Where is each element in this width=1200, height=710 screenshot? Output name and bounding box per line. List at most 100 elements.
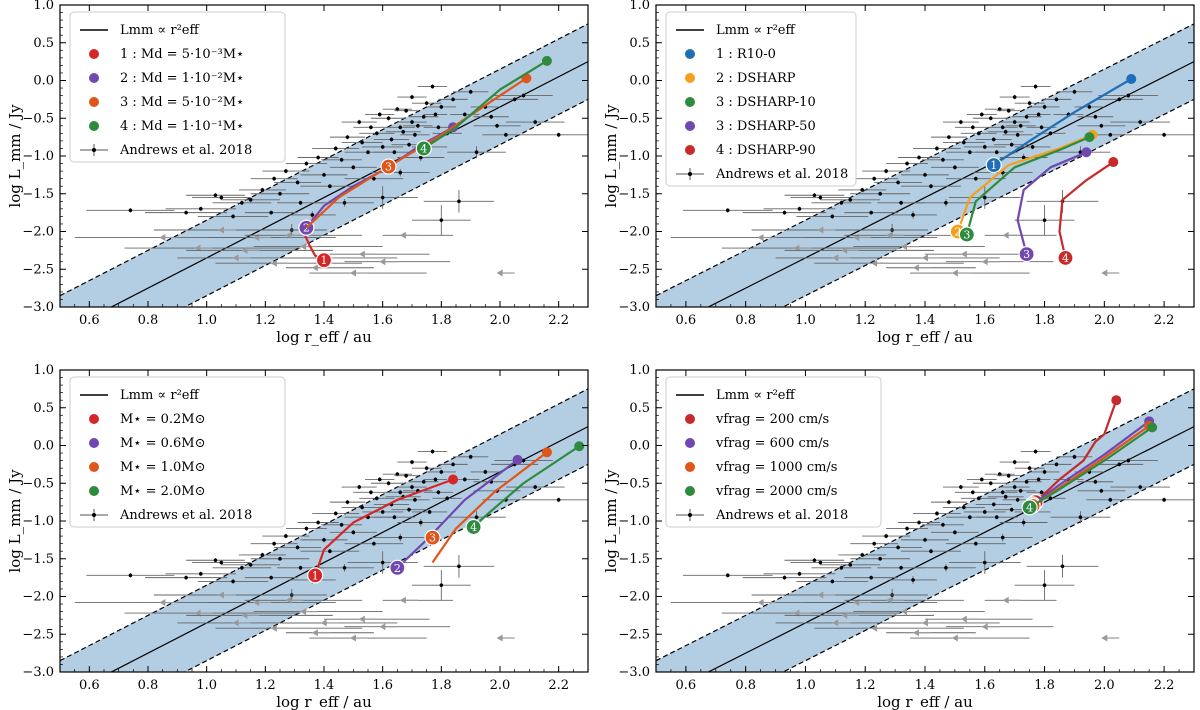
observed-marker: [410, 460, 414, 464]
upper-limit: [844, 596, 964, 604]
observed-point: [145, 210, 228, 215]
y-tick-label: −2.5: [22, 627, 54, 642]
observed-point: [285, 526, 327, 531]
observed-point: [820, 197, 881, 203]
observed-marker: [1042, 583, 1047, 587]
legend-series-text: vfrag = 200 cm/s: [715, 412, 829, 427]
observed-point: [972, 533, 1033, 542]
observed-marker: [1099, 489, 1104, 493]
observed-point: [365, 112, 395, 117]
upper-limit: [344, 623, 451, 631]
track-end-dot: [448, 474, 459, 485]
observed-marker: [982, 145, 987, 149]
observed-marker: [1018, 124, 1023, 128]
observed-marker: [430, 449, 435, 454]
observed-point: [874, 180, 923, 185]
observed-marker: [953, 530, 957, 535]
y-tick-label: −0.5: [618, 111, 650, 126]
observed-marker: [911, 213, 915, 217]
track-end-dot: [1084, 132, 1095, 143]
observed-marker: [899, 566, 903, 570]
legend-series-swatch: [685, 462, 695, 472]
observed-marker: [328, 549, 332, 553]
plot-area: 1 2 3 4: [60, 388, 588, 672]
observed-marker: [474, 150, 479, 155]
observed-point: [365, 477, 395, 482]
observed-point: [1134, 497, 1194, 503]
observed-marker: [430, 84, 435, 89]
observed-point: [966, 112, 997, 117]
track-4: 4: [465, 441, 585, 536]
observed-marker: [372, 541, 376, 546]
observed-marker: [917, 520, 921, 525]
observed-point: [250, 556, 310, 562]
upper-limit: [344, 258, 451, 266]
track-line: [396, 458, 519, 569]
observed-marker: [231, 214, 235, 219]
y-tick-label: −3.0: [618, 300, 650, 315]
upper-limit-arrow-head: [921, 254, 928, 262]
observed-marker: [1018, 489, 1023, 493]
upper-limit-arrow-head: [194, 244, 201, 252]
upper-limit-arrow-head: [350, 269, 356, 277]
observed-point: [370, 115, 407, 121]
upper-limit-arrow-head: [241, 611, 248, 619]
observed-point: [438, 97, 468, 102]
observed-marker: [1021, 520, 1026, 525]
upper-limit-arrow-head: [159, 234, 166, 242]
observed-point: [987, 494, 1024, 500]
observed-marker: [1126, 93, 1131, 98]
y-tick-label: −2.0: [22, 225, 54, 240]
observed-marker: [410, 95, 414, 99]
observed-marker: [994, 150, 999, 155]
observed-point: [1029, 469, 1060, 475]
observed-marker: [982, 195, 987, 200]
observed-point: [470, 469, 500, 475]
observed-point: [321, 522, 363, 528]
observed-marker: [410, 485, 414, 489]
observed-point: [347, 186, 418, 209]
observed-marker: [935, 146, 939, 151]
observed-marker: [369, 125, 373, 130]
observed-marker: [339, 522, 344, 527]
observed-point: [86, 573, 175, 578]
observed-point: [963, 509, 1006, 515]
legend-series-text: 3 : DSHARP-50: [716, 119, 816, 134]
observed-marker: [971, 125, 975, 130]
upper-limit: [382, 596, 454, 604]
observed-point: [212, 565, 272, 571]
upper-limit: [814, 259, 964, 267]
observed-marker: [988, 481, 993, 486]
observed-marker: [295, 180, 300, 185]
observed-point: [250, 541, 298, 546]
upper-limit: [215, 259, 363, 267]
observed-marker: [1048, 131, 1053, 136]
upper-limit-arrow-head: [951, 269, 958, 277]
observed-marker: [1108, 133, 1113, 137]
observed-marker: [128, 208, 133, 213]
observed-marker: [416, 124, 420, 128]
observed-marker: [997, 472, 1002, 476]
observed-point: [784, 557, 845, 563]
observed-point: [329, 165, 377, 170]
observed-marker: [1072, 455, 1077, 459]
observed-point: [987, 129, 1024, 135]
observed-point: [930, 165, 979, 170]
observed-point: [886, 526, 928, 531]
observed-marker: [398, 535, 403, 540]
observed-point: [862, 533, 911, 539]
observed-marker: [427, 510, 432, 514]
observed-point: [403, 123, 433, 129]
observed-point: [274, 545, 322, 550]
observed-marker: [333, 146, 338, 151]
observed-marker: [929, 549, 933, 553]
x-tick-label: 2.2: [1154, 678, 1175, 693]
observed-point: [1095, 97, 1144, 102]
upper-limit-arrow-head: [241, 246, 248, 254]
y-tick-label: −1.5: [618, 187, 650, 202]
observed-marker: [128, 573, 133, 578]
upper-limit-arrow-head: [496, 269, 503, 277]
observed-point: [790, 560, 851, 565]
observed-marker: [316, 520, 320, 525]
observed-point: [975, 514, 1018, 520]
